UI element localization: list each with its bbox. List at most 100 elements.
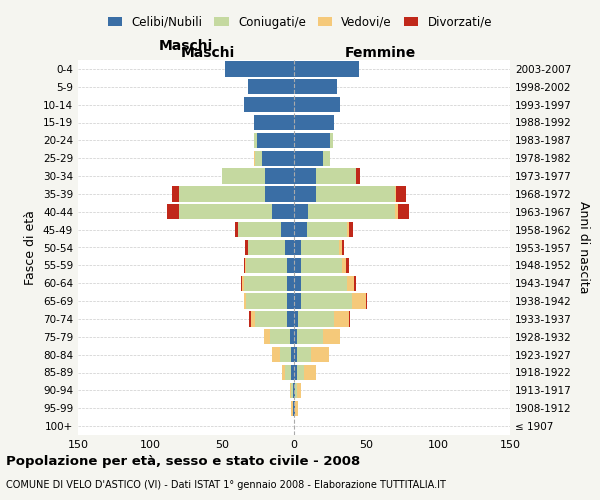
- Bar: [287, 276, 294, 291]
- Bar: [356, 168, 360, 184]
- Bar: [297, 347, 311, 362]
- Bar: [323, 329, 340, 344]
- Bar: [254, 115, 294, 130]
- Bar: [255, 312, 287, 326]
- Bar: [291, 400, 293, 416]
- Bar: [272, 204, 294, 220]
- Bar: [294, 133, 330, 148]
- Bar: [242, 276, 244, 291]
- Bar: [244, 258, 245, 273]
- Text: Maschi: Maschi: [159, 39, 213, 53]
- Bar: [294, 204, 308, 220]
- Bar: [294, 258, 301, 273]
- Bar: [301, 276, 347, 291]
- Bar: [294, 115, 334, 130]
- Bar: [222, 168, 265, 184]
- Bar: [245, 240, 248, 255]
- Bar: [301, 240, 338, 255]
- Bar: [396, 186, 406, 202]
- Bar: [294, 97, 340, 112]
- Bar: [304, 365, 316, 380]
- Bar: [347, 276, 355, 291]
- Bar: [291, 347, 294, 362]
- Bar: [349, 312, 350, 326]
- Bar: [179, 204, 272, 220]
- Bar: [235, 222, 238, 237]
- Bar: [265, 186, 294, 202]
- Bar: [286, 365, 291, 380]
- Bar: [283, 365, 286, 380]
- Bar: [251, 312, 255, 326]
- Bar: [167, 204, 179, 220]
- Bar: [294, 329, 297, 344]
- Bar: [248, 79, 294, 94]
- Bar: [395, 204, 398, 220]
- Bar: [341, 258, 346, 273]
- Bar: [301, 294, 352, 308]
- Bar: [247, 258, 287, 273]
- Bar: [264, 329, 269, 344]
- Bar: [355, 276, 356, 291]
- Bar: [297, 383, 301, 398]
- Bar: [316, 168, 356, 184]
- Bar: [287, 312, 294, 326]
- Bar: [257, 133, 294, 148]
- Bar: [297, 365, 304, 380]
- Bar: [255, 150, 262, 166]
- Bar: [294, 383, 295, 398]
- Y-axis label: Anni di nascita: Anni di nascita: [577, 201, 590, 294]
- Bar: [244, 97, 294, 112]
- Bar: [287, 294, 294, 308]
- Bar: [280, 347, 291, 362]
- Bar: [290, 383, 291, 398]
- Bar: [301, 258, 341, 273]
- Bar: [311, 347, 329, 362]
- Bar: [225, 62, 294, 76]
- Bar: [347, 222, 349, 237]
- Bar: [244, 294, 247, 308]
- Bar: [241, 276, 242, 291]
- Bar: [294, 79, 337, 94]
- Bar: [269, 329, 290, 344]
- Bar: [352, 294, 366, 308]
- Bar: [293, 400, 294, 416]
- Bar: [366, 294, 367, 308]
- Bar: [294, 150, 323, 166]
- Y-axis label: Fasce di età: Fasce di età: [25, 210, 37, 285]
- Bar: [295, 383, 297, 398]
- Bar: [338, 240, 341, 255]
- Bar: [294, 312, 298, 326]
- Bar: [297, 329, 323, 344]
- Bar: [286, 240, 294, 255]
- Bar: [294, 62, 359, 76]
- Bar: [294, 240, 301, 255]
- Bar: [287, 258, 294, 273]
- Bar: [308, 204, 395, 220]
- Bar: [295, 400, 298, 416]
- Bar: [244, 276, 287, 291]
- Bar: [290, 329, 294, 344]
- Bar: [179, 186, 265, 202]
- Bar: [307, 222, 347, 237]
- Bar: [346, 258, 349, 273]
- Bar: [341, 240, 344, 255]
- Bar: [293, 383, 294, 398]
- Bar: [248, 240, 286, 255]
- Bar: [262, 150, 294, 166]
- Bar: [398, 204, 409, 220]
- Bar: [294, 365, 297, 380]
- Bar: [294, 168, 316, 184]
- Bar: [291, 383, 293, 398]
- Bar: [330, 133, 333, 148]
- Bar: [281, 222, 294, 237]
- Bar: [294, 400, 295, 416]
- Bar: [294, 186, 316, 202]
- Bar: [245, 258, 247, 273]
- Bar: [349, 222, 353, 237]
- Text: Femmine: Femmine: [345, 46, 416, 60]
- Text: Maschi: Maschi: [181, 46, 235, 60]
- Bar: [172, 186, 179, 202]
- Legend: Celibi/Nubili, Coniugati/e, Vedovi/e, Divorzati/e: Celibi/Nubili, Coniugati/e, Vedovi/e, Di…: [103, 11, 497, 34]
- Bar: [294, 222, 307, 237]
- Bar: [272, 347, 280, 362]
